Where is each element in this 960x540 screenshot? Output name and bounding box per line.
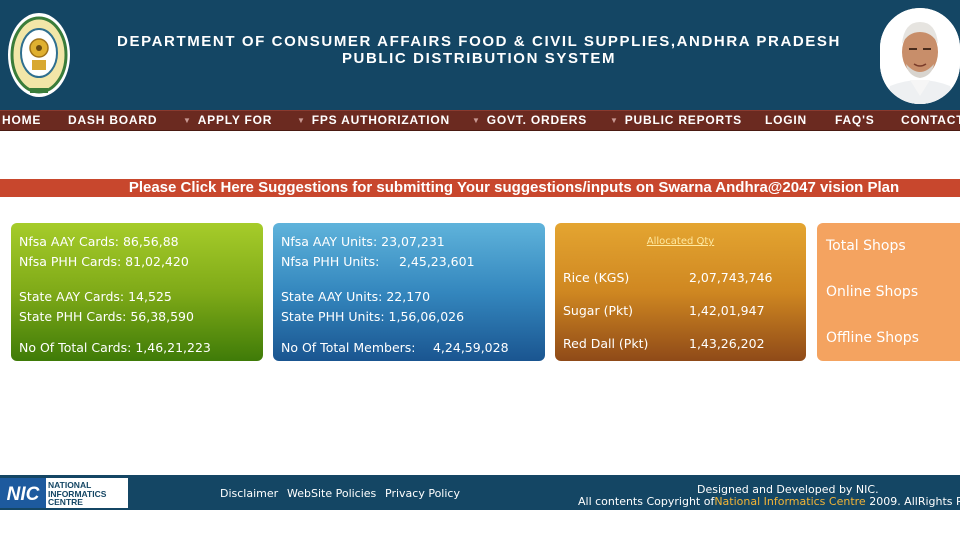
alloc-value: 1,43,26,202 bbox=[689, 336, 765, 351]
nav-apply-for-label: APPLY FOR bbox=[197, 113, 273, 127]
stat-label: Nfsa AAY Cards: bbox=[19, 234, 119, 249]
stat-value: 56,38,590 bbox=[130, 309, 194, 324]
units-panel: Nfsa AAY Units: 23,07,231 Nfsa PHH Units… bbox=[273, 223, 545, 361]
copyright-suffix: 2009. AllRights Res bbox=[869, 495, 960, 508]
stat-label: State AAY Cards: bbox=[19, 289, 125, 304]
allocated-qty-panel: Allocated Qty Rice (KGS) 2,07,743,746 Sug… bbox=[555, 223, 806, 361]
nav-dashboard[interactable]: DASH BOARD bbox=[68, 111, 157, 130]
stat-row: State AAY Units: 22,170 bbox=[281, 289, 430, 304]
alloc-value: 2,07,743,746 bbox=[689, 270, 773, 285]
nav-fps-authorization[interactable]: ▼ FPS AUTHORIZATION bbox=[297, 111, 450, 130]
stat-label: State AAY Units: bbox=[281, 289, 383, 304]
nav-faqs[interactable]: FAQ'S bbox=[835, 111, 875, 130]
nic-name-line1: NATIONAL bbox=[48, 480, 92, 490]
allocated-qty-title[interactable]: Allocated Qty bbox=[646, 236, 715, 247]
stat-value: 2,45,23,601 bbox=[398, 254, 475, 269]
main-nav-bar: HOME DASH BOARD ▼ APPLY FOR ▼ FPS AUTHORIZ… bbox=[0, 110, 960, 131]
site-footer: NIC NATIONAL INFORMATICS CENTRE Disclaim… bbox=[0, 475, 960, 510]
stat-value: 1,56,06,026 bbox=[388, 309, 465, 324]
alloc-label: Red Dall (Pkt) bbox=[563, 336, 649, 351]
stat-row: Nfsa AAY Cards: 86,56,88 bbox=[19, 234, 179, 249]
stat-value: 4,24,59,028 bbox=[432, 340, 509, 355]
chief-minister-photo bbox=[880, 8, 960, 104]
dropdown-caret-icon: ▼ bbox=[472, 116, 481, 125]
stat-value: 86,56,88 bbox=[122, 234, 179, 249]
stat-row: Nfsa PHH Cards: 81,02,420 bbox=[19, 254, 189, 269]
total-shops-link[interactable]: Total Shops bbox=[826, 238, 906, 254]
alloc-value: 1,42,01,947 bbox=[689, 303, 765, 318]
ration-cards-panel: Nfsa AAY Cards: 86,56,88 Nfsa PHH Cards:… bbox=[11, 223, 263, 361]
nav-home[interactable]: HOME bbox=[2, 111, 41, 130]
nav-public-reports[interactable]: ▼ PUBLIC REPORTS bbox=[610, 111, 742, 130]
ap-emblem-logo bbox=[8, 13, 70, 97]
nic-logo-mark: NIC bbox=[0, 478, 46, 508]
privacy-policy-link[interactable]: Privacy Policy bbox=[385, 487, 460, 500]
stat-label: Nfsa PHH Cards: bbox=[19, 254, 122, 269]
stat-label: State PHH Cards: bbox=[19, 309, 127, 324]
stat-value: 14,525 bbox=[128, 289, 172, 304]
alloc-label: Rice (KGS) bbox=[563, 270, 630, 285]
nav-fps-authorization-label: FPS AUTHORIZATION bbox=[311, 113, 450, 127]
stat-label: State PHH Units: bbox=[281, 309, 385, 324]
shops-panel: Total Shops Online Shops Offline Shops bbox=[817, 223, 960, 361]
stat-label: No Of Total Members: bbox=[281, 340, 416, 355]
copyright-prefix: All contents Copyright of bbox=[578, 495, 715, 508]
stat-value: 23,07,231 bbox=[381, 234, 445, 249]
nic-name-line2: INFORMATICS bbox=[48, 488, 107, 499]
suggestion-banner[interactable]: Please Click Here Suggestions for submit… bbox=[0, 179, 960, 197]
online-shops-link[interactable]: Online Shops bbox=[826, 284, 919, 300]
nav-home-label: HOME bbox=[2, 113, 42, 127]
alloc-row: Red Dall (Pkt) 1,43,26,202 bbox=[563, 336, 765, 351]
nav-contact-label: CONTACT bbox=[901, 113, 960, 127]
stat-label: Nfsa AAY Units: bbox=[281, 234, 378, 249]
stat-row-total: No Of Total Members: 4,24,59,028 bbox=[281, 340, 509, 355]
nav-faqs-label: FAQ'S bbox=[835, 113, 875, 127]
stat-row-total: No Of Total Cards: 1,46,21,223 bbox=[19, 340, 211, 355]
dropdown-caret-icon: ▼ bbox=[610, 116, 619, 125]
nav-login-label: LOGIN bbox=[765, 113, 807, 127]
stat-row: State PHH Units: 1,56,06,026 bbox=[281, 309, 464, 324]
nav-login[interactable]: LOGIN bbox=[765, 111, 807, 130]
nav-apply-for[interactable]: ▼ APPLY FOR bbox=[183, 111, 272, 130]
nav-dashboard-label: DASH BOARD bbox=[68, 113, 158, 127]
stat-value: 1,46,21,223 bbox=[135, 340, 211, 355]
alloc-label: Sugar (Pkt) bbox=[563, 303, 633, 318]
website-policies-link[interactable]: WebSite Policies bbox=[287, 487, 377, 500]
site-header: DEPARTMENT OF CONSUMER AFFAIRS FOOD & CI… bbox=[0, 0, 960, 110]
nav-public-reports-label: PUBLIC REPORTS bbox=[624, 113, 742, 127]
disclaimer-link[interactable]: Disclaimer bbox=[220, 487, 279, 500]
stat-label: No Of Total Cards: bbox=[19, 340, 132, 355]
nic-name-line3: CENTRE bbox=[48, 497, 83, 507]
copyright-text: All contents Copyright ofNational Inform… bbox=[578, 495, 960, 508]
stat-value: 81,02,420 bbox=[125, 254, 189, 269]
nic-org-link[interactable]: National Informatics Centre bbox=[714, 495, 866, 508]
nic-logo-text: NATIONAL INFORMATICS CENTRE bbox=[48, 481, 106, 507]
suggestion-banner-text[interactable]: Please Click Here Suggestions for submit… bbox=[128, 179, 900, 196]
stat-row: Nfsa PHH Units: 2,45,23,601 bbox=[281, 254, 475, 269]
nic-logo-letters: NIC bbox=[7, 484, 40, 505]
dropdown-caret-icon: ▼ bbox=[297, 116, 306, 125]
nav-govt-orders-label: GOVT. ORDERS bbox=[486, 113, 587, 127]
designed-by-text: Designed and Developed by NIC. bbox=[697, 483, 879, 496]
nic-logo: NIC NATIONAL INFORMATICS CENTRE bbox=[0, 478, 128, 508]
site-title-line2: PUBLIC DISTRIBUTION SYSTEM bbox=[341, 50, 617, 67]
stat-value: 22,170 bbox=[386, 289, 431, 304]
alloc-row: Sugar (Pkt) 1,42,01,947 bbox=[563, 303, 765, 318]
portrait-image bbox=[880, 8, 960, 104]
stat-label: Nfsa PHH Units: bbox=[281, 254, 380, 269]
site-title: DEPARTMENT OF CONSUMER AFFAIRS FOOD & CI… bbox=[90, 33, 868, 67]
nav-contact[interactable]: CONTACT bbox=[901, 111, 960, 130]
stat-row: Nfsa AAY Units: 23,07,231 bbox=[281, 234, 445, 249]
stat-row: State AAY Cards: 14,525 bbox=[19, 289, 172, 304]
site-title-line1: DEPARTMENT OF CONSUMER AFFAIRS FOOD & CI… bbox=[117, 33, 841, 50]
nav-govt-orders[interactable]: ▼ GOVT. ORDERS bbox=[472, 111, 587, 130]
dropdown-caret-icon: ▼ bbox=[183, 116, 192, 125]
alloc-row: Rice (KGS) 2,07,743,746 bbox=[563, 270, 773, 285]
stat-row: State PHH Cards: 56,38,590 bbox=[19, 309, 194, 324]
offline-shops-link[interactable]: Offline Shops bbox=[826, 330, 919, 346]
